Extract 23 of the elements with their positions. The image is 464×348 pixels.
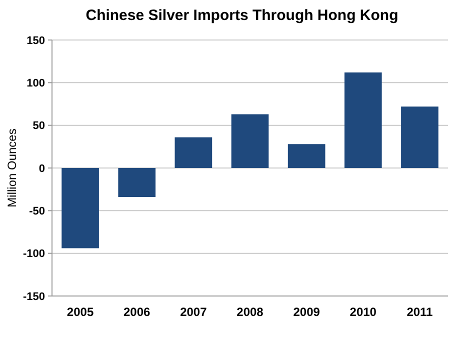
x-tick-label: 2008	[236, 305, 264, 319]
bar	[118, 168, 156, 198]
y-tick-label: 100	[26, 78, 45, 90]
x-tick-label: 2009	[293, 305, 320, 319]
bar	[62, 168, 99, 248]
y-tick-label: 50	[32, 120, 45, 132]
x-tick-label: 2006	[124, 305, 151, 319]
y-tick-label: 0	[38, 162, 45, 175]
y-tick-label: -150	[22, 290, 45, 303]
bar	[401, 106, 438, 168]
x-tick-label: 2010	[350, 305, 377, 319]
bar	[231, 114, 269, 168]
chart-title: Chinese Silver Imports Through Hong Kong	[86, 7, 398, 24]
y-tick-label: 150	[26, 34, 45, 47]
bar	[344, 72, 382, 168]
bar	[174, 137, 212, 168]
y-tick-label: -100	[22, 248, 45, 260]
bar	[288, 144, 326, 168]
y-axis-title: Million Ounces	[5, 128, 19, 208]
x-tick-label: 2011	[406, 305, 434, 319]
y-tick-label: -50	[29, 206, 45, 218]
x-tick-label: 2005	[66, 305, 94, 319]
x-tick-label: 2007	[180, 305, 208, 319]
